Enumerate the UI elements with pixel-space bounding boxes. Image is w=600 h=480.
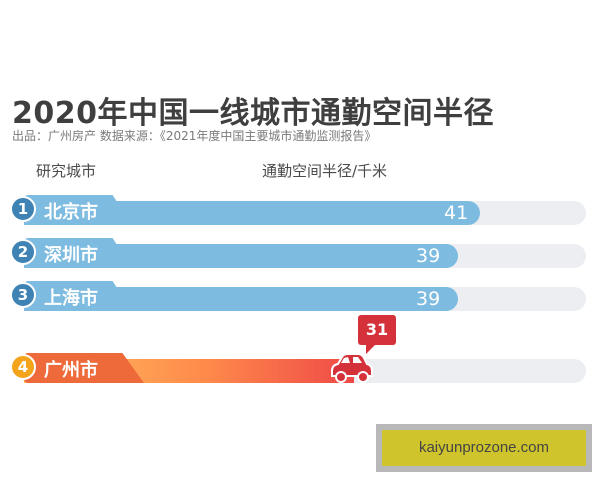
value-callout: 31 bbox=[358, 315, 396, 354]
car-icon bbox=[331, 353, 373, 383]
chart-subtitle: 出品：广州房产 数据来源：《2021年度中国主要城市通勤监测报告》 bbox=[12, 129, 377, 143]
column-header-city: 研究城市 bbox=[36, 162, 97, 180]
bar-row-shanghai: 3 上海市 39 bbox=[10, 281, 586, 311]
bar-value: 39 bbox=[416, 245, 441, 267]
chart-title: 2020年中国一线城市通勤空间半径 bbox=[12, 96, 494, 131]
city-label: 北京市 bbox=[44, 202, 98, 223]
city-label: 上海市 bbox=[44, 288, 98, 309]
bar-row-guangzhou: 4 广州市 31 bbox=[10, 315, 586, 383]
column-header-value: 通勤空间半径/千米 bbox=[262, 162, 388, 180]
city-label-tab bbox=[24, 281, 132, 311]
rank-badge: 3 bbox=[10, 282, 36, 308]
rank-badge: 1 bbox=[10, 196, 36, 222]
bar-value: 41 bbox=[444, 202, 469, 224]
watermark-text: kaiyunprozone.com bbox=[382, 430, 586, 466]
city-label-tab bbox=[24, 195, 132, 225]
city-label: 广州市 bbox=[44, 360, 98, 381]
rank-badge: 4 bbox=[10, 354, 36, 380]
bar-row-beijing: 1 北京市 41 bbox=[10, 195, 586, 225]
bar-value: 39 bbox=[416, 288, 441, 310]
city-label-tab bbox=[24, 238, 132, 268]
watermark: kaiyunprozone.com bbox=[376, 424, 592, 472]
city-label-tab bbox=[24, 353, 144, 383]
city-label: 深圳市 bbox=[44, 245, 98, 266]
rank-badge: 2 bbox=[10, 239, 36, 265]
bar-row-shenzhen: 2 深圳市 39 bbox=[10, 238, 586, 268]
